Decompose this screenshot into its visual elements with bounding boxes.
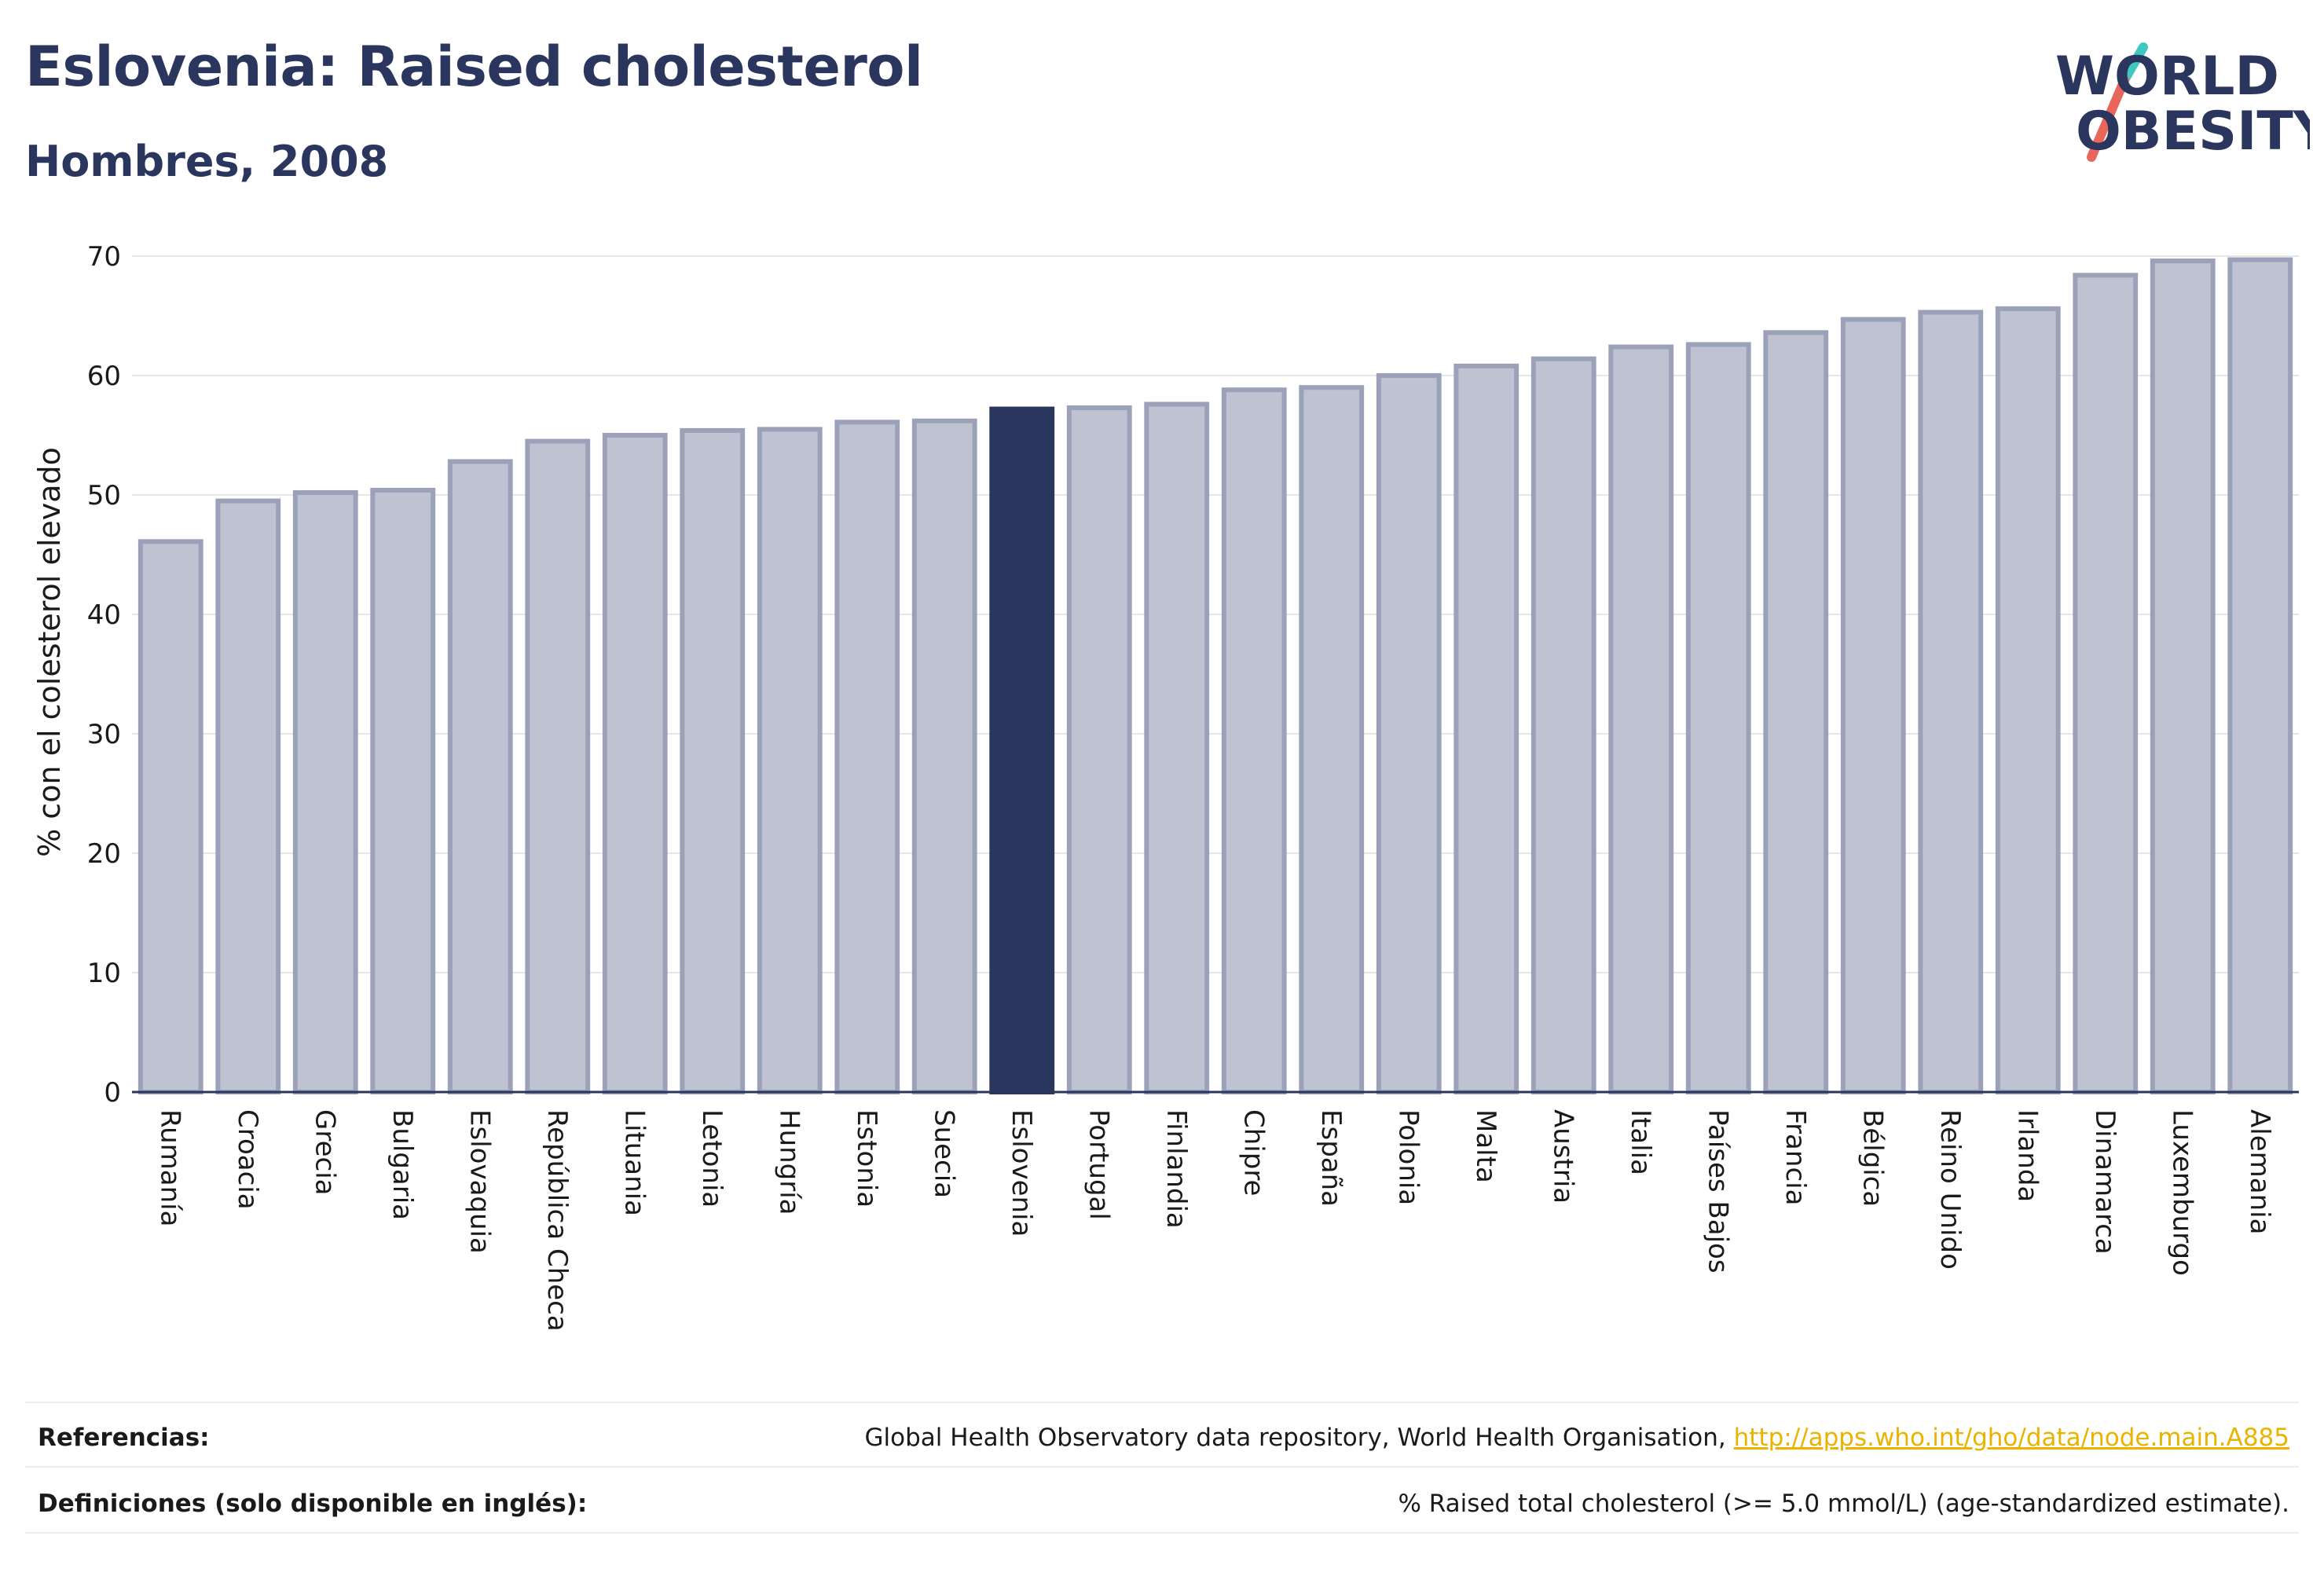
x-tick-label: Finlandia — [1160, 1109, 1192, 1229]
bar — [1995, 306, 2061, 1094]
y-tick-label: 10 — [87, 958, 121, 989]
bar-highlight — [989, 406, 1055, 1094]
bar — [1608, 344, 1674, 1094]
page-subtitle: Hombres, 2008 — [25, 137, 389, 186]
bar — [1530, 356, 1596, 1095]
logo-line1: WORLD — [2055, 46, 2279, 108]
x-tick-label: Dinamarca — [2089, 1109, 2121, 1255]
x-tick-label: Países Bajos — [1702, 1109, 1733, 1274]
logo-line2: OBESITY — [2076, 101, 2310, 163]
x-tick-label: Francia — [1780, 1109, 1811, 1205]
bar — [1685, 342, 1751, 1095]
x-tick-label: Alemania — [2244, 1109, 2275, 1234]
world-obesity-logo: WORLD OBESITY — [2055, 42, 2310, 163]
logo-slash-top — [2120, 42, 2148, 85]
y-tick-label: 70 — [87, 241, 121, 273]
x-tick-label: Croacia — [232, 1109, 263, 1210]
x-tick-label: Portugal — [1083, 1109, 1114, 1220]
x-tick-label: Letonia — [696, 1109, 728, 1208]
references-text: Global Health Observatory data repositor… — [864, 1424, 1734, 1452]
x-tick-label: Austria — [1547, 1109, 1578, 1204]
y-tick-label: 20 — [87, 838, 121, 870]
bar — [911, 418, 977, 1094]
references-link[interactable]: http://apps.who.int/gho/data/node.main.A… — [1733, 1424, 2289, 1452]
y-tick-label: 0 — [104, 1077, 121, 1109]
y-tick-label: 40 — [87, 599, 121, 631]
definitions-label: Definiciones (solo disponible en inglés)… — [38, 1490, 588, 1518]
y-tick-label: 50 — [87, 480, 121, 511]
bar — [834, 420, 900, 1094]
label-layer: 0 10 20 30 40 50 60 70 Rumanía Croacia Grecia Bulga… — [87, 241, 2275, 1332]
x-tick-label: Eslovenia — [1006, 1109, 1037, 1237]
x-tick-label: Italia — [1625, 1109, 1656, 1175]
bar — [292, 489, 358, 1094]
bar — [137, 539, 203, 1094]
bar — [1453, 363, 1519, 1094]
bar-layer — [137, 257, 2293, 1095]
page-title: Eslovenia: Raised cholesterol — [25, 35, 923, 99]
logo-slash-bottom — [2087, 75, 2129, 162]
y-tick-label: 60 — [87, 361, 121, 392]
x-tick-label: Irlanda — [2011, 1109, 2043, 1202]
bar-chart: 0 10 20 30 40 50 60 70 Rumanía Croacia Grecia Bulga… — [32, 241, 2299, 1332]
x-tick-label: Grecia — [309, 1109, 340, 1195]
footer-divider-top — [25, 1402, 2299, 1403]
bar — [1144, 401, 1210, 1094]
bar — [370, 487, 436, 1094]
bar — [1376, 373, 1442, 1094]
x-tick-label: Rumanía — [154, 1109, 185, 1226]
bar — [680, 427, 746, 1094]
x-tick-label: Lituania — [618, 1109, 650, 1216]
x-tick-label: Hungría — [773, 1109, 805, 1215]
x-tick-label: Luxemburgo — [2166, 1109, 2198, 1276]
footer-divider-bottom — [25, 1532, 2299, 1534]
y-tick-label: 30 — [87, 719, 121, 750]
definitions-value: % Raised total cholesterol (>= 5.0 mmol/… — [1398, 1490, 2289, 1518]
bar — [2073, 273, 2139, 1095]
bar — [525, 438, 591, 1094]
bar — [1840, 317, 1906, 1094]
bar — [1918, 310, 1984, 1094]
y-axis-title: % con el colesterol elevado — [32, 447, 67, 857]
bar — [1763, 330, 1829, 1094]
bar — [447, 459, 513, 1094]
x-tick-label: Malta — [1470, 1109, 1501, 1183]
bar — [1221, 387, 1287, 1094]
bar — [1299, 385, 1365, 1094]
bar — [602, 433, 668, 1094]
x-tick-label: Suecia — [928, 1109, 959, 1198]
x-tick-label: Reino Unido — [1934, 1109, 1966, 1270]
x-tick-label: Bulgaria — [387, 1109, 418, 1220]
bar — [2227, 257, 2293, 1094]
bar — [1066, 405, 1132, 1094]
footer-divider-middle — [25, 1466, 2299, 1468]
x-tick-label: Eslovaquia — [464, 1109, 495, 1254]
x-tick-label: Bélgica — [1857, 1109, 1888, 1207]
x-tick-label: Chipre — [1237, 1109, 1269, 1196]
x-tick-label: Estonia — [851, 1109, 882, 1208]
x-tick-label: España — [1315, 1109, 1347, 1207]
x-tick-label: Polonia — [1392, 1109, 1424, 1205]
bar — [215, 498, 281, 1094]
x-tick-label: República Checa — [541, 1109, 573, 1332]
bar — [2150, 258, 2216, 1095]
references-value: Global Health Observatory data repositor… — [865, 1424, 2289, 1452]
references-label: Referencias: — [38, 1424, 210, 1452]
bar — [757, 427, 823, 1094]
